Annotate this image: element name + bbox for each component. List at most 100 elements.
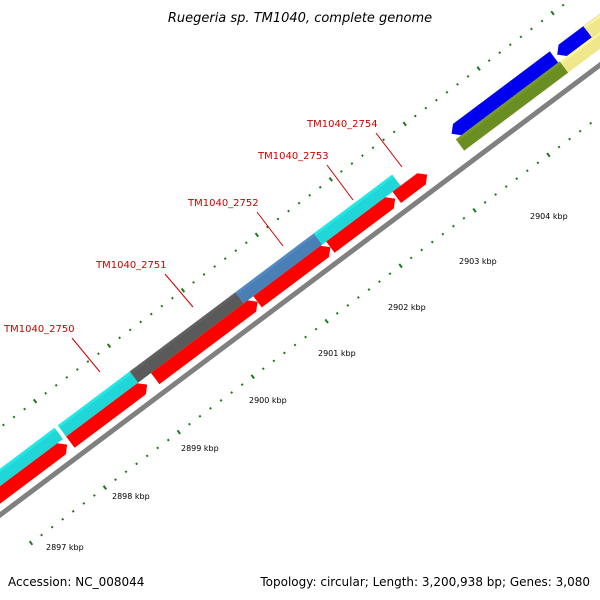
scale-tick xyxy=(272,359,276,363)
scale-tick xyxy=(487,59,491,62)
gene-bar xyxy=(57,367,143,437)
scale-tick xyxy=(451,224,455,228)
gene-feature xyxy=(326,197,396,253)
gene-bar-highlight xyxy=(583,13,600,29)
gene-bar-highlight xyxy=(151,300,250,376)
scale-tick xyxy=(266,225,269,229)
scale-tick xyxy=(166,438,170,442)
gene-bar-highlight xyxy=(57,367,137,428)
scale-tick xyxy=(209,406,212,410)
scale-tick xyxy=(498,51,502,55)
scale-tick xyxy=(124,470,128,474)
scale-tick xyxy=(466,75,470,78)
gene-bar xyxy=(253,245,331,308)
scale-tick xyxy=(223,257,227,260)
gene-bar xyxy=(151,300,258,385)
gene-bar-highlight xyxy=(0,427,57,473)
scale-tick xyxy=(213,265,217,268)
scale-tick xyxy=(318,185,322,189)
scale-tick xyxy=(102,485,108,490)
scale-tick xyxy=(378,280,381,284)
scale-tick xyxy=(97,352,100,356)
scale-tick xyxy=(568,137,571,141)
gene-feature xyxy=(451,51,559,136)
scale-tick xyxy=(519,35,523,39)
gene-bar xyxy=(0,443,68,504)
scale-tick xyxy=(346,304,350,307)
scale-tick xyxy=(515,177,519,181)
gene-label-leader xyxy=(326,164,354,201)
scale-tick xyxy=(234,249,238,253)
gene-label-leader xyxy=(375,132,403,168)
gene-feature xyxy=(455,61,569,151)
scale-tick xyxy=(371,146,375,150)
scale-tick xyxy=(254,232,260,238)
scale-tick xyxy=(476,66,481,71)
scale-tick xyxy=(434,98,438,102)
scale-label: 2897 kbp xyxy=(46,543,84,552)
scale-tick xyxy=(92,494,96,497)
scale-tick xyxy=(188,422,191,426)
scale-tick xyxy=(525,169,529,173)
scale-tick xyxy=(402,121,407,127)
gene-bar-highlight xyxy=(326,197,388,244)
scale-tick xyxy=(202,273,206,276)
gene-label: TM1040_2752 xyxy=(187,198,259,209)
gene-bar xyxy=(451,51,559,136)
scale-tick xyxy=(350,162,354,165)
gene-bar xyxy=(326,197,396,253)
scale-tick xyxy=(578,129,582,133)
gene-feature xyxy=(0,427,63,487)
scale-tick xyxy=(283,351,286,355)
gene-label-leader xyxy=(164,273,194,308)
gene-feature xyxy=(313,174,401,245)
scale-tick xyxy=(456,82,459,86)
scale-tick xyxy=(494,193,498,196)
gene-label-leader xyxy=(71,337,101,373)
scale-label: 2903 kbp xyxy=(459,257,497,266)
scale-tick xyxy=(504,185,508,188)
gene-bar-highlight xyxy=(66,383,140,439)
scale-tick xyxy=(297,201,301,205)
gene-bar-highlight xyxy=(455,61,562,142)
scale-label: 2900 kbp xyxy=(249,396,287,405)
gene-feature xyxy=(392,173,428,203)
gene-bar xyxy=(455,61,569,151)
scale-tick xyxy=(314,327,318,331)
scale-tick xyxy=(176,429,181,435)
gene-feature xyxy=(0,443,68,504)
scale-tick xyxy=(86,360,90,363)
scale-tick xyxy=(40,533,43,537)
scale-tick xyxy=(2,423,5,427)
gene-bar xyxy=(235,233,323,304)
scale-tick xyxy=(536,161,540,165)
scale-tick xyxy=(244,241,248,245)
gene-bar xyxy=(129,292,244,383)
scale-tick xyxy=(12,415,16,419)
scale-tick xyxy=(276,217,280,221)
scale-tick xyxy=(128,328,132,332)
gene-bar-highlight xyxy=(0,443,60,491)
scale-tick xyxy=(32,398,38,404)
scale-label: 2904 kbp xyxy=(530,212,568,221)
scale-tick xyxy=(335,311,339,315)
scale-tick xyxy=(192,280,195,284)
scale-tick xyxy=(149,312,153,316)
gene-feature xyxy=(559,31,600,73)
gene-label: TM1040_2750 xyxy=(3,324,75,335)
scale-tick xyxy=(413,114,417,118)
scale-tick xyxy=(445,90,449,94)
scale-tick xyxy=(23,407,26,411)
scale-tick xyxy=(219,399,223,402)
scale-tick xyxy=(44,391,48,395)
scale-tick xyxy=(441,232,445,236)
scale-tick xyxy=(230,391,234,394)
scale-tick xyxy=(530,27,533,31)
scale-tick xyxy=(139,320,143,324)
gene-label: TM1040_2753 xyxy=(257,151,329,162)
scale-tick xyxy=(171,296,174,300)
gene-bar xyxy=(313,174,401,245)
scale-tick xyxy=(114,478,117,482)
scale-tick xyxy=(382,138,386,142)
gene-feature xyxy=(66,383,148,448)
